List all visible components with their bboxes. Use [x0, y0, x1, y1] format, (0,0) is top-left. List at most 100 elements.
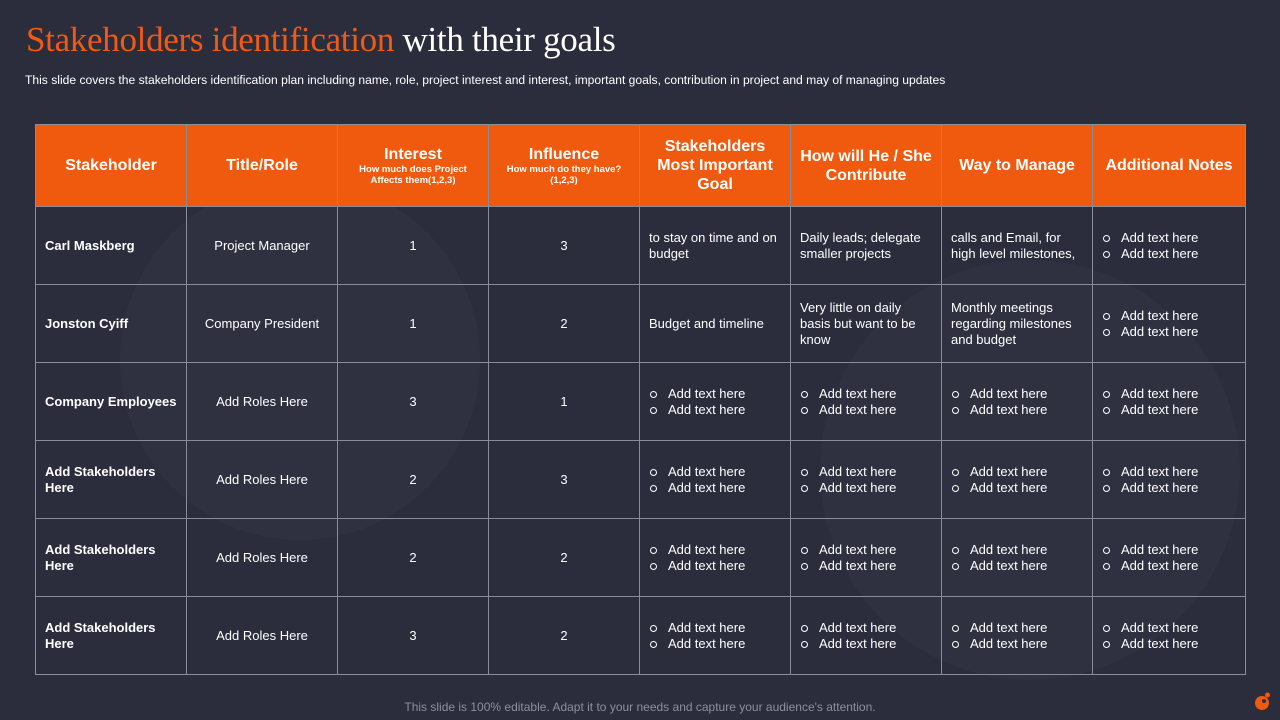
bullet-list: Add text here Add text here [649, 542, 781, 574]
table-row: Add Stakeholders Here Add Roles Here 3 2 Add… [35, 596, 1246, 675]
column-header: Interest How much does Project Affects th… [337, 124, 489, 207]
list-item: Add text here [951, 386, 1083, 402]
list-item: Add text here [649, 386, 781, 402]
goal-cell: Add text here Add text here [639, 440, 791, 519]
list-item: Add text here [1102, 386, 1236, 402]
bullet-list: Add text here Add text here [649, 620, 781, 652]
stakeholder-cell: Jonston Cyiff [35, 284, 187, 363]
bullet-list: Add text here Add text here [1102, 308, 1236, 340]
contribute-cell: Very little on daily basis but want to b… [790, 284, 942, 363]
list-item: Add text here [800, 620, 932, 636]
influence-cell: 2 [488, 518, 640, 597]
contribute-cell: Add text here Add text here [790, 518, 942, 597]
stakeholder-cell: Add Stakeholders Here [35, 440, 187, 519]
role-cell: Add Roles Here [186, 362, 338, 441]
goal-cell: Add text here Add text here [639, 518, 791, 597]
column-header: Stakeholders Most Important Goal [639, 124, 791, 207]
list-item: Add text here [951, 480, 1083, 496]
role-cell: Company President [186, 284, 338, 363]
list-item: Add text here [800, 558, 932, 574]
contribute-cell: Add text here Add text here [790, 362, 942, 441]
list-item: Add text here [951, 558, 1083, 574]
title-rest: with their goals [402, 20, 616, 59]
footer-note: This slide is 100% editable. Adapt it to… [404, 700, 876, 714]
list-item: Add text here [951, 636, 1083, 652]
influence-cell: 2 [488, 596, 640, 675]
table-header-row: Stakeholder Title/Role Interest How much do… [35, 124, 1246, 207]
list-item: Add text here [1102, 230, 1236, 246]
influence-cell: 3 [488, 440, 640, 519]
stakeholder-cell: Company Employees [35, 362, 187, 441]
manage-cell: Monthly meetings regarding milestones an… [941, 284, 1093, 363]
list-item: Add text here [1102, 480, 1236, 496]
interest-cell: 1 [337, 206, 489, 285]
list-item: Add text here [951, 542, 1083, 558]
manage-cell: Add text here Add text here [941, 518, 1093, 597]
role-cell: Add Roles Here [186, 596, 338, 675]
bullet-list: Add text here Add text here [800, 620, 932, 652]
list-item: Add text here [800, 636, 932, 652]
interest-cell: 3 [337, 362, 489, 441]
role-cell: Add Roles Here [186, 518, 338, 597]
column-header: Additional Notes [1092, 124, 1246, 207]
column-header-label: How will He / She Contribute [800, 147, 932, 184]
table-row: Carl Maskberg Project Manager 1 3 to stay on… [35, 206, 1246, 285]
column-header-label: Stakeholders Most Important Goal [657, 138, 773, 193]
list-item: Add text here [1102, 308, 1236, 324]
column-header: Influence How much do they have? (1,2,3) [488, 124, 640, 207]
list-item: Add text here [800, 402, 932, 418]
notes-cell: Add text here Add text here [1092, 362, 1246, 441]
manage-cell: Add text here Add text here [941, 362, 1093, 441]
title-accent: Stakeholders identification [26, 20, 395, 59]
manage-cell: Add text here Add text here [941, 440, 1093, 519]
column-header: How will He / She Contribute [790, 124, 942, 207]
contribute-cell: Add text here Add text here [790, 440, 942, 519]
stakeholder-cell: Add Stakeholders Here [35, 596, 187, 675]
bullet-list: Add text here Add text here [649, 386, 781, 418]
bullet-list: Add text here Add text here [951, 620, 1083, 652]
goal-cell: Budget and timeline [639, 284, 791, 363]
column-header-label: Title/Role [226, 157, 298, 174]
bullet-list: Add text here Add text here [951, 386, 1083, 418]
contribute-cell: Daily leads; delegate smaller projects [790, 206, 942, 285]
column-header-label: Stakeholder [65, 157, 157, 174]
column-header: Way to Manage [941, 124, 1093, 207]
bullet-list: Add text here Add text here [649, 464, 781, 496]
list-item: Add text here [1102, 324, 1236, 340]
list-item: Add text here [800, 480, 932, 496]
list-item: Add text here [1102, 402, 1236, 418]
manage-cell: Add text here Add text here [941, 596, 1093, 675]
list-item: Add text here [1102, 542, 1236, 558]
list-item: Add text here [800, 542, 932, 558]
goal-cell: to stay on time and on budget [639, 206, 791, 285]
list-item: Add text here [649, 542, 781, 558]
table-row: Add Stakeholders Here Add Roles Here 2 2 Add… [35, 518, 1246, 597]
influence-cell: 3 [488, 206, 640, 285]
list-item: Add text here [951, 620, 1083, 636]
notes-cell: Add text here Add text here [1092, 518, 1246, 597]
list-item: Add text here [951, 464, 1083, 480]
contribute-cell: Add text here Add text here [790, 596, 942, 675]
column-header-hint: How much does Project Affects them(1,2,3… [359, 164, 467, 186]
column-header-label: Influence [528, 146, 600, 163]
column-header: Title/Role [186, 124, 338, 207]
list-item: Add text here [649, 620, 781, 636]
list-item: Add text here [649, 402, 781, 418]
column-header-label: Way to Manage [959, 157, 1075, 174]
bullet-list: Add text here Add text here [951, 542, 1083, 574]
page-title: Stakeholders identification with their g… [26, 18, 616, 62]
role-cell: Project Manager [186, 206, 338, 285]
manage-cell: calls and Email, for high level mileston… [941, 206, 1093, 285]
notes-cell: Add text here Add text here [1092, 596, 1246, 675]
list-item: Add text here [649, 558, 781, 574]
page-subtitle: This slide covers the stakeholders ident… [25, 73, 946, 87]
list-item: Add text here [951, 402, 1083, 418]
column-header-label: Additional Notes [1105, 157, 1233, 174]
list-item: Add text here [1102, 464, 1236, 480]
interest-cell: 2 [337, 518, 489, 597]
list-item: Add text here [1102, 620, 1236, 636]
goal-cell: Add text here Add text here [639, 362, 791, 441]
notes-cell: Add text here Add text here [1092, 284, 1246, 363]
bullet-list: Add text here Add text here [1102, 386, 1236, 418]
column-header: Stakeholder [35, 124, 187, 207]
